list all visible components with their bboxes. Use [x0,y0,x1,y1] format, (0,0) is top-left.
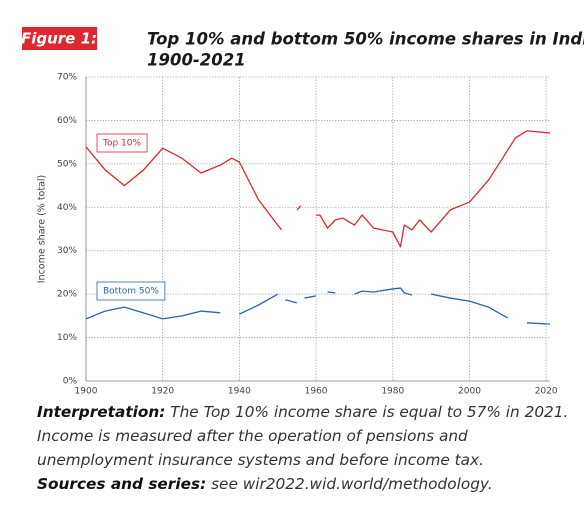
interpretation-text: The Top 10% income share is equal to 57%… [37,403,569,469]
y-tick-label: 20% [57,290,77,300]
y-tick-label: 10% [57,333,77,343]
legend-label: Bottom 50% [103,287,159,297]
x-tick-label: 1980 [381,387,404,397]
series-line [85,130,551,248]
y-tick-label: 0% [63,377,78,387]
notes: Interpretation: The Top 10% income share… [37,400,582,496]
interpretation-label: Interpretation: [37,403,166,421]
legend-box [96,133,148,153]
series-line [85,287,551,325]
y-tick-label: 70% [57,73,77,83]
x-tick-label: 2020 [535,387,558,397]
legend-box [96,281,166,301]
sources-text: see wir2022.wid.world/methodology. [211,475,493,493]
chart: Figure 1: Top 10% and bottom 50% income … [21,27,584,397]
chart-title: Top 10% and bottom 50% income shares in … [147,30,584,49]
x-tick-label: 1940 [228,387,251,397]
y-tick-label: 30% [57,246,77,256]
x-tick-label: 1960 [305,387,328,397]
y-axis-label: Income share (% total) [37,175,48,284]
x-tick-label: 1900 [75,387,98,397]
y-tick-label: 40% [57,203,77,213]
y-tick-label: 60% [57,116,77,126]
chart-subtitle: 1900-2021 [147,51,246,70]
sources-label: Sources and series: [37,475,207,493]
figure-label-box [22,27,97,50]
legend-label: Top 10% [102,139,142,149]
y-tick-label: 50% [57,159,77,169]
figure-label: Figure 1: [21,30,97,48]
x-tick-label: 1920 [151,387,174,397]
x-tick-label: 2000 [458,387,481,397]
